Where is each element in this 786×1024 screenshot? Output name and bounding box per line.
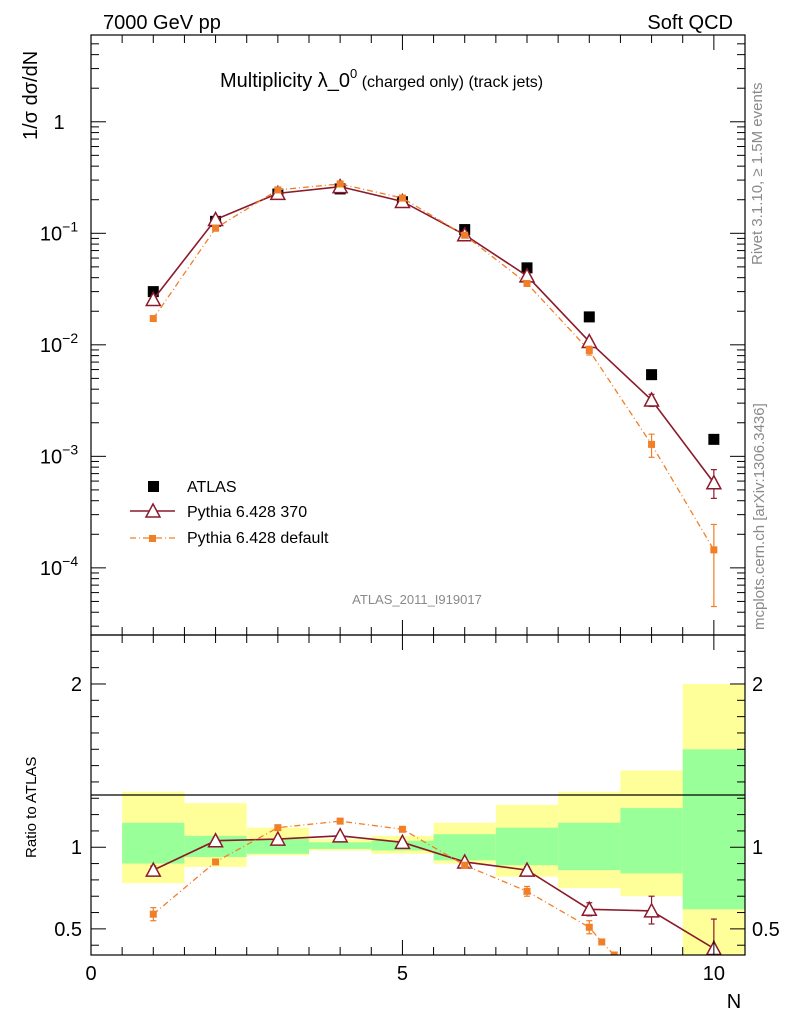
main-ticks bbox=[90, 34, 746, 635]
main-pythia-default-point bbox=[523, 279, 531, 287]
ratio-pythia370-point bbox=[643, 902, 660, 918]
main-atlas-point bbox=[583, 311, 595, 323]
main-pythia-default-line bbox=[152, 183, 715, 551]
ratio-band-inner bbox=[309, 842, 372, 849]
ratio-y-axis-label: Ratio to ATLAS bbox=[23, 757, 40, 858]
main-pythia-default-point bbox=[212, 224, 220, 232]
main-marks bbox=[145, 178, 723, 608]
ratio-ticks bbox=[90, 635, 746, 955]
main-panel: 1 10−1 10−2 10−3 10−4 Multiplicity λ_00 (cha… bbox=[20, 34, 746, 636]
ratio-pythia-default-point bbox=[212, 858, 220, 866]
main-pythia-default-point bbox=[398, 194, 406, 202]
x-tick-label: 0 bbox=[85, 963, 96, 985]
ratio-band-inner bbox=[495, 827, 559, 866]
y-tick-label: 10−4 bbox=[40, 553, 78, 580]
ratio-pythia370-point bbox=[394, 833, 411, 850]
ratio-pythia-default-point bbox=[336, 817, 344, 825]
main-pythia-default-point bbox=[461, 231, 469, 239]
y-tick-label: 10−1 bbox=[40, 218, 78, 245]
legend-label-pythia370: Pythia 6.428 370 bbox=[187, 504, 307, 521]
ratio-pythia-default-point bbox=[610, 951, 618, 955]
ratio-pythia-default-line bbox=[152, 820, 615, 955]
legend-label-pythia-default: Pythia 6.428 default bbox=[187, 530, 329, 547]
chart-title: Multiplicity λ_00 (charged only) (track … bbox=[220, 66, 543, 92]
ratio-pythia-default-point bbox=[585, 923, 593, 931]
legend-marker-pythia-default bbox=[149, 535, 156, 542]
y-tick-label: 10−3 bbox=[40, 441, 78, 468]
ratio-pythia370-line bbox=[152, 835, 715, 950]
ratio-pythia-default-point bbox=[274, 824, 282, 832]
ratio-panel: 0.5 0.5 1 1 2 2 0 5 10 Ratio to ATLAS N bbox=[23, 634, 780, 1013]
ratio-band-inner bbox=[558, 822, 621, 871]
energy-label: 7000 GeV pp bbox=[103, 12, 221, 34]
chart-title-main: Multiplicity λ_0 bbox=[220, 70, 350, 92]
ratio-marks bbox=[145, 817, 722, 955]
category-label: Soft QCD bbox=[647, 12, 733, 34]
x-tick-label: 10 bbox=[703, 963, 725, 985]
analysis-label: ATLAS_2011_I919017 bbox=[352, 592, 482, 607]
ratio-band-inner bbox=[682, 749, 745, 910]
ratio-band-inner bbox=[246, 839, 309, 854]
x-axis-label: N bbox=[727, 991, 741, 1013]
main-pythia370-point bbox=[145, 290, 162, 307]
chart-title-sup: 0 bbox=[350, 66, 357, 81]
ratio-pythia-default-point bbox=[598, 938, 606, 946]
ratio-pythia-default-point bbox=[398, 825, 406, 833]
ratio-pythia370-point bbox=[145, 861, 162, 877]
ratio-pythia-default-point bbox=[523, 887, 531, 895]
main-pythia370-point bbox=[705, 474, 723, 490]
ratio-pythia370-point bbox=[331, 827, 349, 843]
main-pythia-default-point bbox=[585, 346, 593, 354]
main-pythia370-point bbox=[643, 391, 660, 407]
main-pythia370-line bbox=[152, 185, 715, 484]
ratio-y-tick-label-left: 1 bbox=[71, 837, 82, 859]
y-tick-label: 10−2 bbox=[40, 330, 78, 357]
ratio-pythia370-point bbox=[269, 830, 287, 846]
main-pythia-default-point bbox=[336, 180, 344, 188]
main-atlas-point bbox=[646, 369, 658, 381]
main-tick-labels: 1 10−1 10−2 10−3 10−4 bbox=[40, 112, 78, 580]
rivet-label: Rivet 3.1.10, ≥ 1.5M events bbox=[749, 83, 766, 266]
main-pythia-default-point bbox=[149, 315, 157, 323]
main-pythia-default-point bbox=[710, 546, 718, 554]
ratio-y-tick-label-right: 0.5 bbox=[752, 919, 780, 941]
ratio-band-inner bbox=[122, 822, 185, 864]
ratio-tick-labels: 0.5 0.5 1 1 2 2 0 5 10 bbox=[54, 674, 780, 985]
ratio-frame bbox=[90, 634, 746, 956]
main-pythia-default-point bbox=[648, 440, 656, 448]
legend-marker-atlas bbox=[148, 481, 159, 492]
x-tick-label: 5 bbox=[397, 963, 408, 985]
y-axis-label: 1/σ dσ/dN bbox=[20, 51, 42, 140]
y-tick-label: 1 bbox=[53, 112, 64, 134]
ratio-y-tick-label-right: 2 bbox=[752, 674, 763, 696]
ratio-band-inner bbox=[620, 808, 683, 874]
main-atlas-point bbox=[708, 433, 720, 445]
chart-title-sub: (charged only) (track jets) bbox=[357, 74, 543, 91]
ratio-y-tick-label-right: 1 bbox=[752, 837, 763, 859]
legend: ATLAS Pythia 6.428 370 Pythia 6.428 defa… bbox=[130, 479, 329, 547]
ratio-pythia370-point bbox=[581, 900, 598, 917]
legend-marker-pythia370 bbox=[144, 502, 162, 518]
legend-label-atlas: ATLAS bbox=[187, 479, 237, 496]
ratio-pythia-default-point bbox=[461, 861, 469, 869]
ratio-pythia370-point bbox=[518, 861, 536, 877]
main-pythia-default-point bbox=[274, 186, 282, 194]
ratio-pythia370-point bbox=[207, 832, 224, 848]
ratio-pythia-default-point bbox=[149, 910, 157, 918]
mcplots-label: mcplots.cern.ch [arXiv:1306.3436] bbox=[751, 403, 768, 630]
ratio-y-tick-label-left: 2 bbox=[71, 674, 82, 696]
ratio-y-tick-label-left: 0.5 bbox=[54, 919, 82, 941]
